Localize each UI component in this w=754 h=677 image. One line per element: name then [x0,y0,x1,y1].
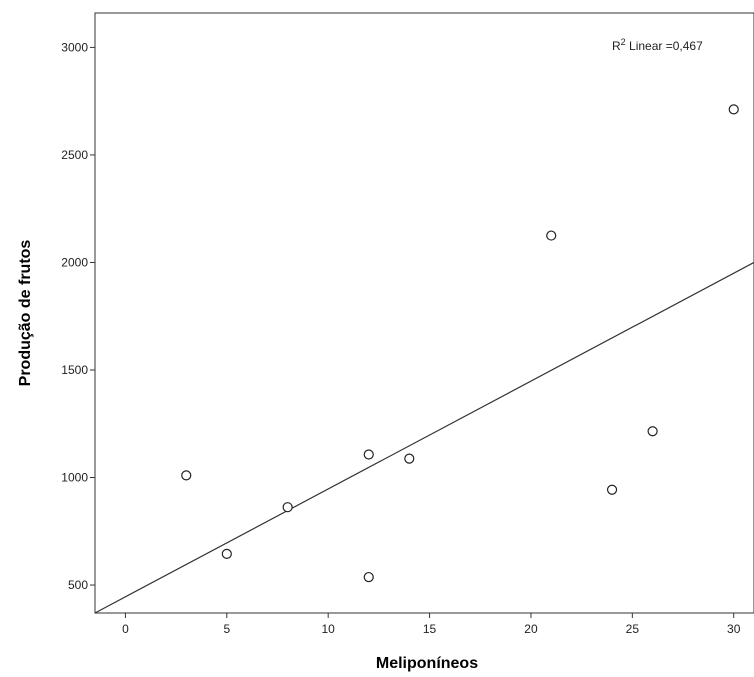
data-point [647,426,658,437]
data-points [181,104,739,583]
x-tick-label: 0 [122,622,129,636]
r2-prefix: R [612,39,621,53]
r2-annotation: R2 Linear =0,467 [612,37,703,53]
y-axis-ticks: 500 1000 1500 2000 2500 3000 [61,40,95,592]
x-tick-label: 5 [223,622,230,636]
x-tick-label: 25 [626,622,640,636]
data-point [363,449,374,460]
regression-line [94,261,754,614]
y-tick-label: 3000 [61,40,88,54]
y-tick-label: 1500 [61,363,88,377]
y-tick-label: 500 [68,578,88,592]
r2-superscript: 2 [621,37,626,47]
y-axis-title: Produção de frutos [17,240,34,387]
y-tick-label: 1000 [61,471,88,485]
data-point [546,230,557,241]
x-axis-title: Meliponíneos [376,655,478,672]
x-tick-label: 10 [322,622,336,636]
data-point [221,548,232,559]
data-point [404,453,415,464]
y-tick-label: 2000 [61,255,88,269]
x-tick-label: 30 [727,622,741,636]
y-tick-label: 2500 [61,148,88,162]
data-point [282,502,293,513]
x-tick-label: 20 [524,622,538,636]
plot-frame [94,12,754,614]
data-point [728,104,739,115]
data-point [606,484,618,495]
x-axis-ticks: 0 5 10 15 20 25 30 [122,613,741,636]
x-tick-label: 15 [423,622,437,636]
data-point [363,571,374,583]
data-point [181,470,192,481]
r2-value: Linear =0,467 [626,39,703,53]
